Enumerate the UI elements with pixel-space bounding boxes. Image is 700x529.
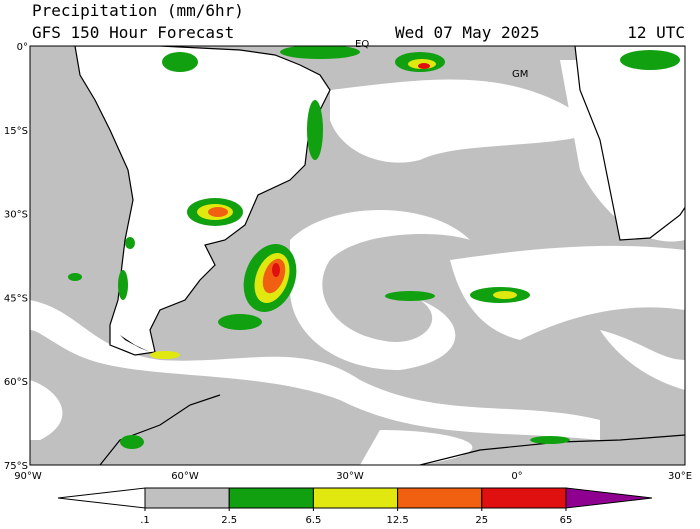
lon-label: 30°E bbox=[668, 471, 692, 482]
africa bbox=[574, 46, 685, 241]
map-frame bbox=[29, 45, 686, 466]
time: 12 UTC bbox=[627, 23, 685, 42]
colorbar-segment bbox=[481, 487, 567, 509]
lon-label: 60°W bbox=[171, 471, 199, 482]
colorbar: .1 2.5 6.5 12.5 25 65 bbox=[57, 487, 653, 526]
colorbar-tick-label: 12.5 bbox=[386, 515, 408, 525]
lat-label: 15°S bbox=[4, 126, 28, 137]
lat-label: 75°S bbox=[4, 461, 28, 472]
colorbar-tick-label: 65 bbox=[560, 515, 573, 525]
lat-label: 0° bbox=[17, 42, 28, 53]
colorbar-segment bbox=[228, 487, 314, 509]
subtitle: GFS 150 Hour Forecast bbox=[32, 23, 234, 42]
lon-label: 90°W bbox=[14, 471, 42, 482]
lat-label: 30°S bbox=[4, 210, 28, 221]
map-axes: 0° 15°S 30°S 45°S 60°S 75°S90°W 60°W 30°W 0° 30°E bbox=[4, 42, 692, 482]
precip-cells bbox=[68, 46, 680, 449]
lon-label: 0° bbox=[511, 471, 522, 482]
lat-label: 45°S bbox=[4, 293, 28, 304]
map: EQ GM bbox=[29, 39, 686, 466]
colorbar-segment bbox=[144, 487, 230, 509]
place-label: GM bbox=[512, 69, 528, 80]
title: Precipitation (mm/6hr) bbox=[32, 1, 244, 20]
lon-label: 30°W bbox=[336, 471, 364, 482]
colorbar-low bbox=[57, 487, 146, 509]
place-label: EQ bbox=[355, 39, 369, 50]
colorbar-tick-label: 25 bbox=[475, 515, 488, 525]
colorbar-segment bbox=[397, 487, 483, 509]
colorbar-tick-label: 2.5 bbox=[221, 515, 237, 525]
colorbar-tick-label: .1 bbox=[140, 515, 150, 525]
lat-label: 60°S bbox=[4, 377, 28, 388]
colorbar-segment bbox=[312, 487, 399, 509]
colorbar-tick-label: 6.5 bbox=[305, 515, 321, 525]
date: Wed 07 May 2025 bbox=[395, 23, 540, 42]
colorbar-high bbox=[565, 487, 653, 509]
